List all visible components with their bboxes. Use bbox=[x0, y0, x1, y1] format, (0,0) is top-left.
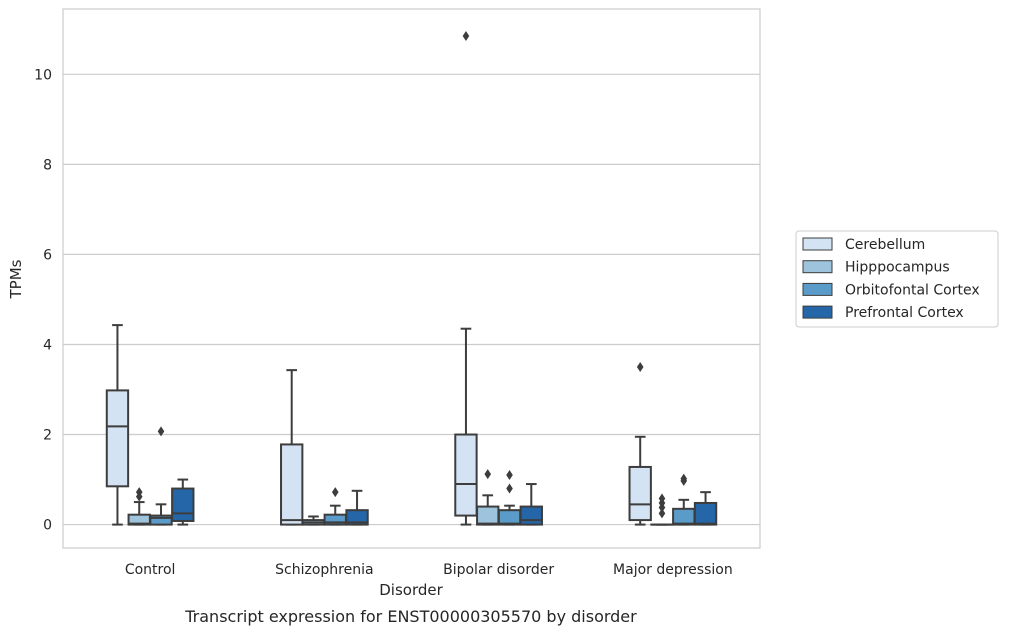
y-tick-label: 6 bbox=[43, 247, 52, 263]
x-axis-label: Disorder bbox=[379, 581, 443, 599]
box-iqr bbox=[454, 433, 478, 517]
outlier-point bbox=[658, 508, 666, 519]
y-tick-label: 2 bbox=[43, 428, 52, 444]
legend-swatch bbox=[802, 237, 833, 251]
box-hipppocampus bbox=[301, 515, 326, 526]
box-prefrontal-cortex bbox=[345, 489, 369, 526]
outlier-point bbox=[506, 470, 513, 481]
x-tick-label: Bipolar disorder bbox=[443, 562, 554, 578]
outlier-point bbox=[658, 493, 666, 504]
outlier-point bbox=[331, 487, 339, 498]
box-cerebellum bbox=[280, 369, 304, 526]
x-tick-labels: Control Schizophrenia Bipolar disorder Majo… bbox=[125, 562, 733, 578]
legend-swatch bbox=[802, 282, 833, 296]
box-iqr bbox=[345, 509, 369, 526]
box-orbitofontal-cortex bbox=[497, 470, 522, 526]
box-hipppocampus bbox=[650, 493, 674, 526]
legend-label: Orbitofontal Cortex bbox=[845, 282, 980, 298]
outlier-point bbox=[157, 426, 165, 437]
box-groups bbox=[105, 31, 718, 526]
outlier-point bbox=[135, 487, 143, 498]
outlier-point bbox=[506, 483, 513, 494]
legend-label: Hipppocampus bbox=[845, 260, 950, 276]
y-tick-label: 8 bbox=[43, 157, 52, 173]
x-tick-label: Schizophrenia bbox=[275, 562, 373, 578]
y-tick-label: 10 bbox=[34, 67, 52, 83]
box-prefrontal-cortex bbox=[171, 478, 195, 526]
box-hipppocampus bbox=[127, 487, 151, 526]
box-iqr bbox=[519, 505, 543, 526]
box-iqr bbox=[628, 465, 652, 522]
x-tick-label: Major depression bbox=[613, 562, 733, 578]
box-prefrontal-cortex bbox=[693, 491, 718, 526]
box-cerebellum bbox=[105, 324, 130, 526]
x-tick-label: Control bbox=[125, 562, 176, 578]
plot-frame bbox=[62, 8, 761, 549]
box-hipppocampus bbox=[476, 469, 500, 526]
gridlines bbox=[63, 73, 760, 526]
legend-swatch bbox=[802, 305, 833, 319]
legend-frame bbox=[795, 230, 999, 328]
box-prefrontal-cortex bbox=[519, 483, 543, 526]
y-tick-label: 4 bbox=[43, 337, 52, 353]
box-iqr bbox=[476, 505, 500, 526]
box-iqr bbox=[171, 487, 195, 522]
box-iqr bbox=[693, 501, 718, 526]
box-orbitofontal-cortex bbox=[323, 487, 347, 526]
y-tick-label: 0 bbox=[43, 518, 52, 534]
outlier-point bbox=[636, 361, 644, 372]
legend-label: Prefrontal Cortex bbox=[845, 305, 964, 321]
outlier-point bbox=[680, 473, 688, 484]
legend: Cerebellum Hipppocampus Orbitofontal Corte… bbox=[795, 230, 999, 328]
box-orbitofontal-cortex bbox=[149, 426, 173, 526]
box-iqr bbox=[497, 509, 522, 526]
y-tick-labels: 0 2 4 6 8 10 bbox=[34, 67, 52, 533]
box-iqr bbox=[672, 507, 696, 526]
box-cerebellum bbox=[454, 31, 478, 526]
box-iqr bbox=[280, 443, 304, 526]
chart-caption: Transcript expression for ENST0000030557… bbox=[184, 607, 637, 626]
outlier-point bbox=[484, 469, 492, 480]
box-iqr bbox=[105, 389, 130, 488]
legend-label: Cerebellum bbox=[845, 237, 925, 253]
box-cerebellum bbox=[628, 361, 652, 526]
legend-swatch bbox=[802, 260, 833, 274]
box-orbitofontal-cortex bbox=[672, 473, 696, 526]
y-axis-label: TPMs bbox=[7, 259, 25, 299]
outlier-point bbox=[462, 31, 470, 42]
